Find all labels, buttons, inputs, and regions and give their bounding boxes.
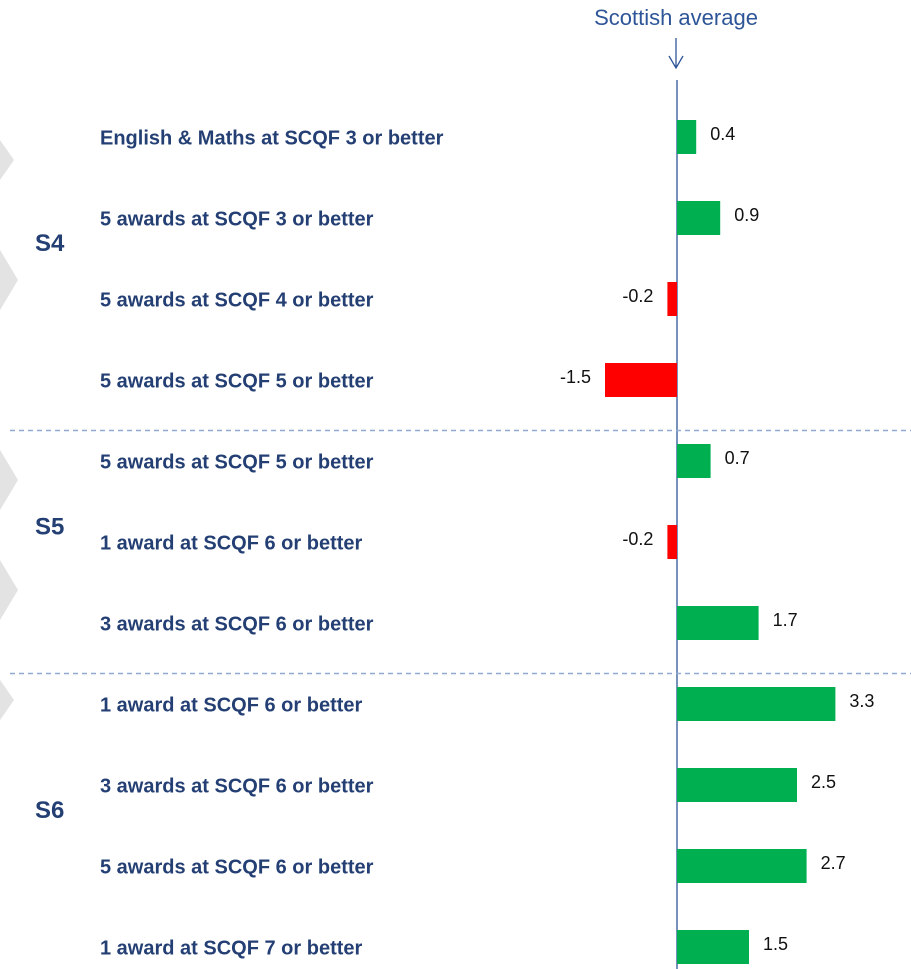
value-label: -0.2: [622, 529, 653, 549]
value-label: 0.4: [710, 124, 735, 144]
category-label: 1 award at SCQF 7 or better: [100, 937, 363, 959]
value-label: 1.7: [773, 610, 798, 630]
category-label: English & Maths at SCQF 3 or better: [100, 127, 444, 149]
bar: [667, 282, 677, 316]
decoration: [0, 140, 18, 720]
value-label: 3.3: [849, 691, 874, 711]
bar: [605, 363, 677, 397]
value-label: 0.7: [725, 448, 750, 468]
group-label: S4: [35, 230, 65, 257]
category-label: 5 awards at SCQF 4 or better: [100, 289, 374, 311]
category-label: 1 award at SCQF 6 or better: [100, 532, 363, 554]
bar: [677, 768, 797, 802]
annotation: Scottish average: [594, 5, 758, 30]
category-label: 3 awards at SCQF 6 or better: [100, 775, 374, 797]
value-label: 0.9: [734, 205, 759, 225]
category-label: 5 awards at SCQF 5 or better: [100, 451, 374, 473]
category-label: 3 awards at SCQF 6 or better: [100, 613, 374, 635]
bar: [677, 930, 749, 964]
bar: [677, 606, 759, 640]
value-label: 2.5: [811, 772, 836, 792]
category-label: 5 awards at SCQF 6 or better: [100, 856, 374, 878]
bar: [667, 525, 677, 559]
value-label: 2.7: [821, 853, 846, 873]
bar: [677, 687, 836, 721]
bar: [677, 201, 721, 235]
group-label: S5: [35, 513, 64, 540]
bar: [677, 444, 711, 478]
bar: [677, 120, 697, 154]
category-label: 5 awards at SCQF 3 or better: [100, 208, 374, 230]
category-label: 5 awards at SCQF 5 or better: [100, 370, 374, 392]
value-label: -1.5: [560, 367, 591, 387]
value-label: 1.5: [763, 934, 788, 954]
category-label: 1 award at SCQF 6 or better: [100, 694, 363, 716]
bar: [677, 849, 807, 883]
annotation-arrow: [668, 38, 684, 70]
value-label: -0.2: [622, 286, 653, 306]
group-label: S6: [35, 797, 64, 824]
